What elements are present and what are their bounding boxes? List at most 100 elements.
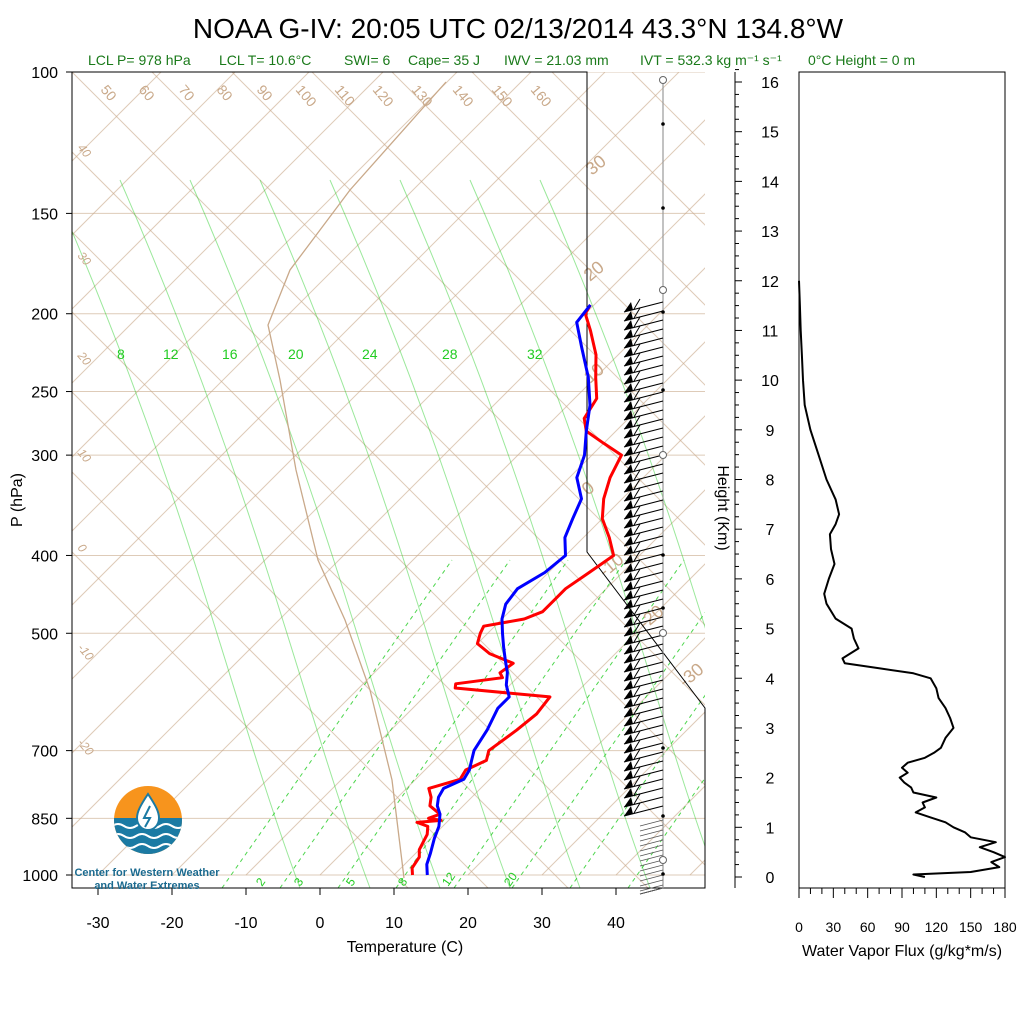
- isotherm-line: [72, 72, 532, 532]
- wind-dot-marker: [661, 206, 665, 210]
- wind-dot-marker: [661, 388, 665, 392]
- wind-barb: [623, 388, 664, 403]
- wind-barb: [623, 352, 664, 367]
- wind-barb: [623, 568, 664, 583]
- wind-barb: [623, 559, 664, 574]
- skew-y-tick-label: 400: [31, 548, 58, 565]
- flux-y-tick-label: 12: [761, 274, 779, 291]
- flux-x-tick-label: 90: [894, 919, 910, 935]
- wind-barb: [623, 316, 664, 331]
- wind-barb: [623, 469, 664, 484]
- cw3e-logo: Center for Western Weather and Water Ext…: [74, 786, 220, 892]
- wind-dot-marker: [661, 872, 665, 876]
- moist-adiabat-line: [119, 179, 371, 888]
- wind-dot-marker: [661, 814, 665, 818]
- moist-adiabat-line: [329, 179, 581, 888]
- wind-barb: [623, 307, 664, 322]
- skew-y-tick-label: 100: [31, 65, 58, 82]
- mixing-ratio-bottom-label: 2: [253, 875, 268, 889]
- wind-dot-marker: [661, 746, 665, 750]
- wind-barb: [623, 514, 664, 529]
- flux-y-tick-label: 15: [761, 125, 779, 142]
- wind-barb: [623, 595, 664, 610]
- wind-barb: [623, 784, 664, 799]
- dry-adiabat-line: [952, 72, 1024, 888]
- flux-y-tick-label: 4: [766, 671, 775, 688]
- subtitle-stats: LCL P= 978 hPa LCL T= 10.6°C SWI= 6 Cape…: [88, 52, 915, 68]
- flux-x-tick-label: 30: [826, 919, 842, 935]
- calm-wind-circle: [659, 629, 667, 637]
- wind-barb: [623, 487, 664, 502]
- flux-y-tick-label: 10: [761, 373, 779, 390]
- flux-y-tick-label: 7: [766, 522, 775, 539]
- skew-x-tick-label: 40: [607, 915, 625, 932]
- flux-x-axis-label: Water Vapor Flux (g/kg*m/s): [802, 943, 1002, 960]
- lcl-pressure: LCL P= 978 hPa: [88, 52, 191, 68]
- flux-y-tick-label: 3: [766, 721, 775, 738]
- wind-barb: [639, 887, 664, 895]
- skew-x-tick-label: -20: [160, 915, 183, 932]
- right-temp-label: 30: [582, 151, 610, 179]
- dry-adiabat-line: [311, 72, 705, 466]
- wind-barb: [623, 496, 664, 511]
- isotherm-line: [615, 785, 705, 876]
- dry-adiabat-line: [72, 231, 705, 866]
- wind-barb: [639, 879, 664, 887]
- wind-barb: [623, 343, 664, 358]
- ivt-value: IVT = 532.3 kg m⁻¹ s⁻¹: [640, 52, 782, 68]
- isotherm-label: 80: [214, 82, 236, 104]
- logo-text-line2: and Water Extremes: [94, 880, 199, 892]
- wind-barb: [623, 676, 664, 691]
- wind-barb: [623, 649, 664, 664]
- flux-y-axis-label: Height (Km): [714, 465, 731, 550]
- skew-x-tick-label: 20: [459, 915, 477, 932]
- mixing-ratio-top-label: 24: [362, 346, 378, 362]
- wind-barb: [623, 712, 664, 727]
- dry-adiabat-line: [231, 72, 705, 546]
- wind-barb: [639, 844, 664, 852]
- wind-barb: [623, 415, 664, 430]
- isotherm-line: [541, 711, 705, 876]
- flux-trace: [798, 280, 1006, 878]
- water-vapor-flux-line: [798, 280, 1006, 878]
- mixing-ratio-line: [395, 559, 627, 888]
- isotherm-line: [97, 267, 705, 876]
- calm-wind-circle: [659, 286, 667, 294]
- calm-wind-circle: [659, 451, 667, 459]
- right-temp-label: 20: [580, 257, 608, 285]
- flux-y-tick-label: 6: [766, 572, 775, 589]
- wind-barb: [623, 721, 664, 736]
- skew-y-tick-label: 850: [31, 811, 58, 828]
- dry-adiabat-line: [151, 72, 705, 626]
- isotherm-line: [467, 637, 705, 876]
- wind-barb: [623, 631, 664, 646]
- theta-label: -20: [75, 736, 97, 759]
- theta-label: 20: [74, 348, 94, 368]
- logo-text-line1: Center for Western Weather: [74, 867, 220, 879]
- wind-barb: [623, 397, 664, 412]
- wind-barb: [623, 406, 664, 421]
- isotherm-label: 150: [489, 82, 516, 110]
- flux-y-tick-label: 1: [766, 820, 775, 837]
- theta-label: 0: [75, 541, 90, 555]
- dry-adiabat-line: [72, 551, 409, 888]
- wind-dot-marker: [661, 122, 665, 126]
- isotherm-line: [72, 72, 310, 310]
- flux-y-tick-label: 9: [766, 423, 775, 440]
- skew-y-tick-label: 300: [31, 448, 58, 465]
- isotherm-line: [245, 415, 705, 876]
- isotherm-label: 60: [136, 82, 158, 104]
- logo-bolt-icon: [142, 805, 152, 828]
- calm-wind-circle: [659, 76, 667, 84]
- wind-barb: [623, 667, 664, 682]
- isotherm-line: [319, 489, 705, 876]
- cape-value: Cape= 35 J: [408, 52, 480, 68]
- mixing-ratio-line: [569, 694, 705, 888]
- wind-barb: [639, 874, 664, 882]
- moist-adiabat-line: [469, 179, 705, 848]
- skew-t-y-axis-label: P (hPa): [9, 473, 26, 527]
- flux-y-tick-label: 11: [762, 323, 779, 340]
- wind-barb: [623, 550, 664, 565]
- mixing-ratio-line: [221, 559, 453, 888]
